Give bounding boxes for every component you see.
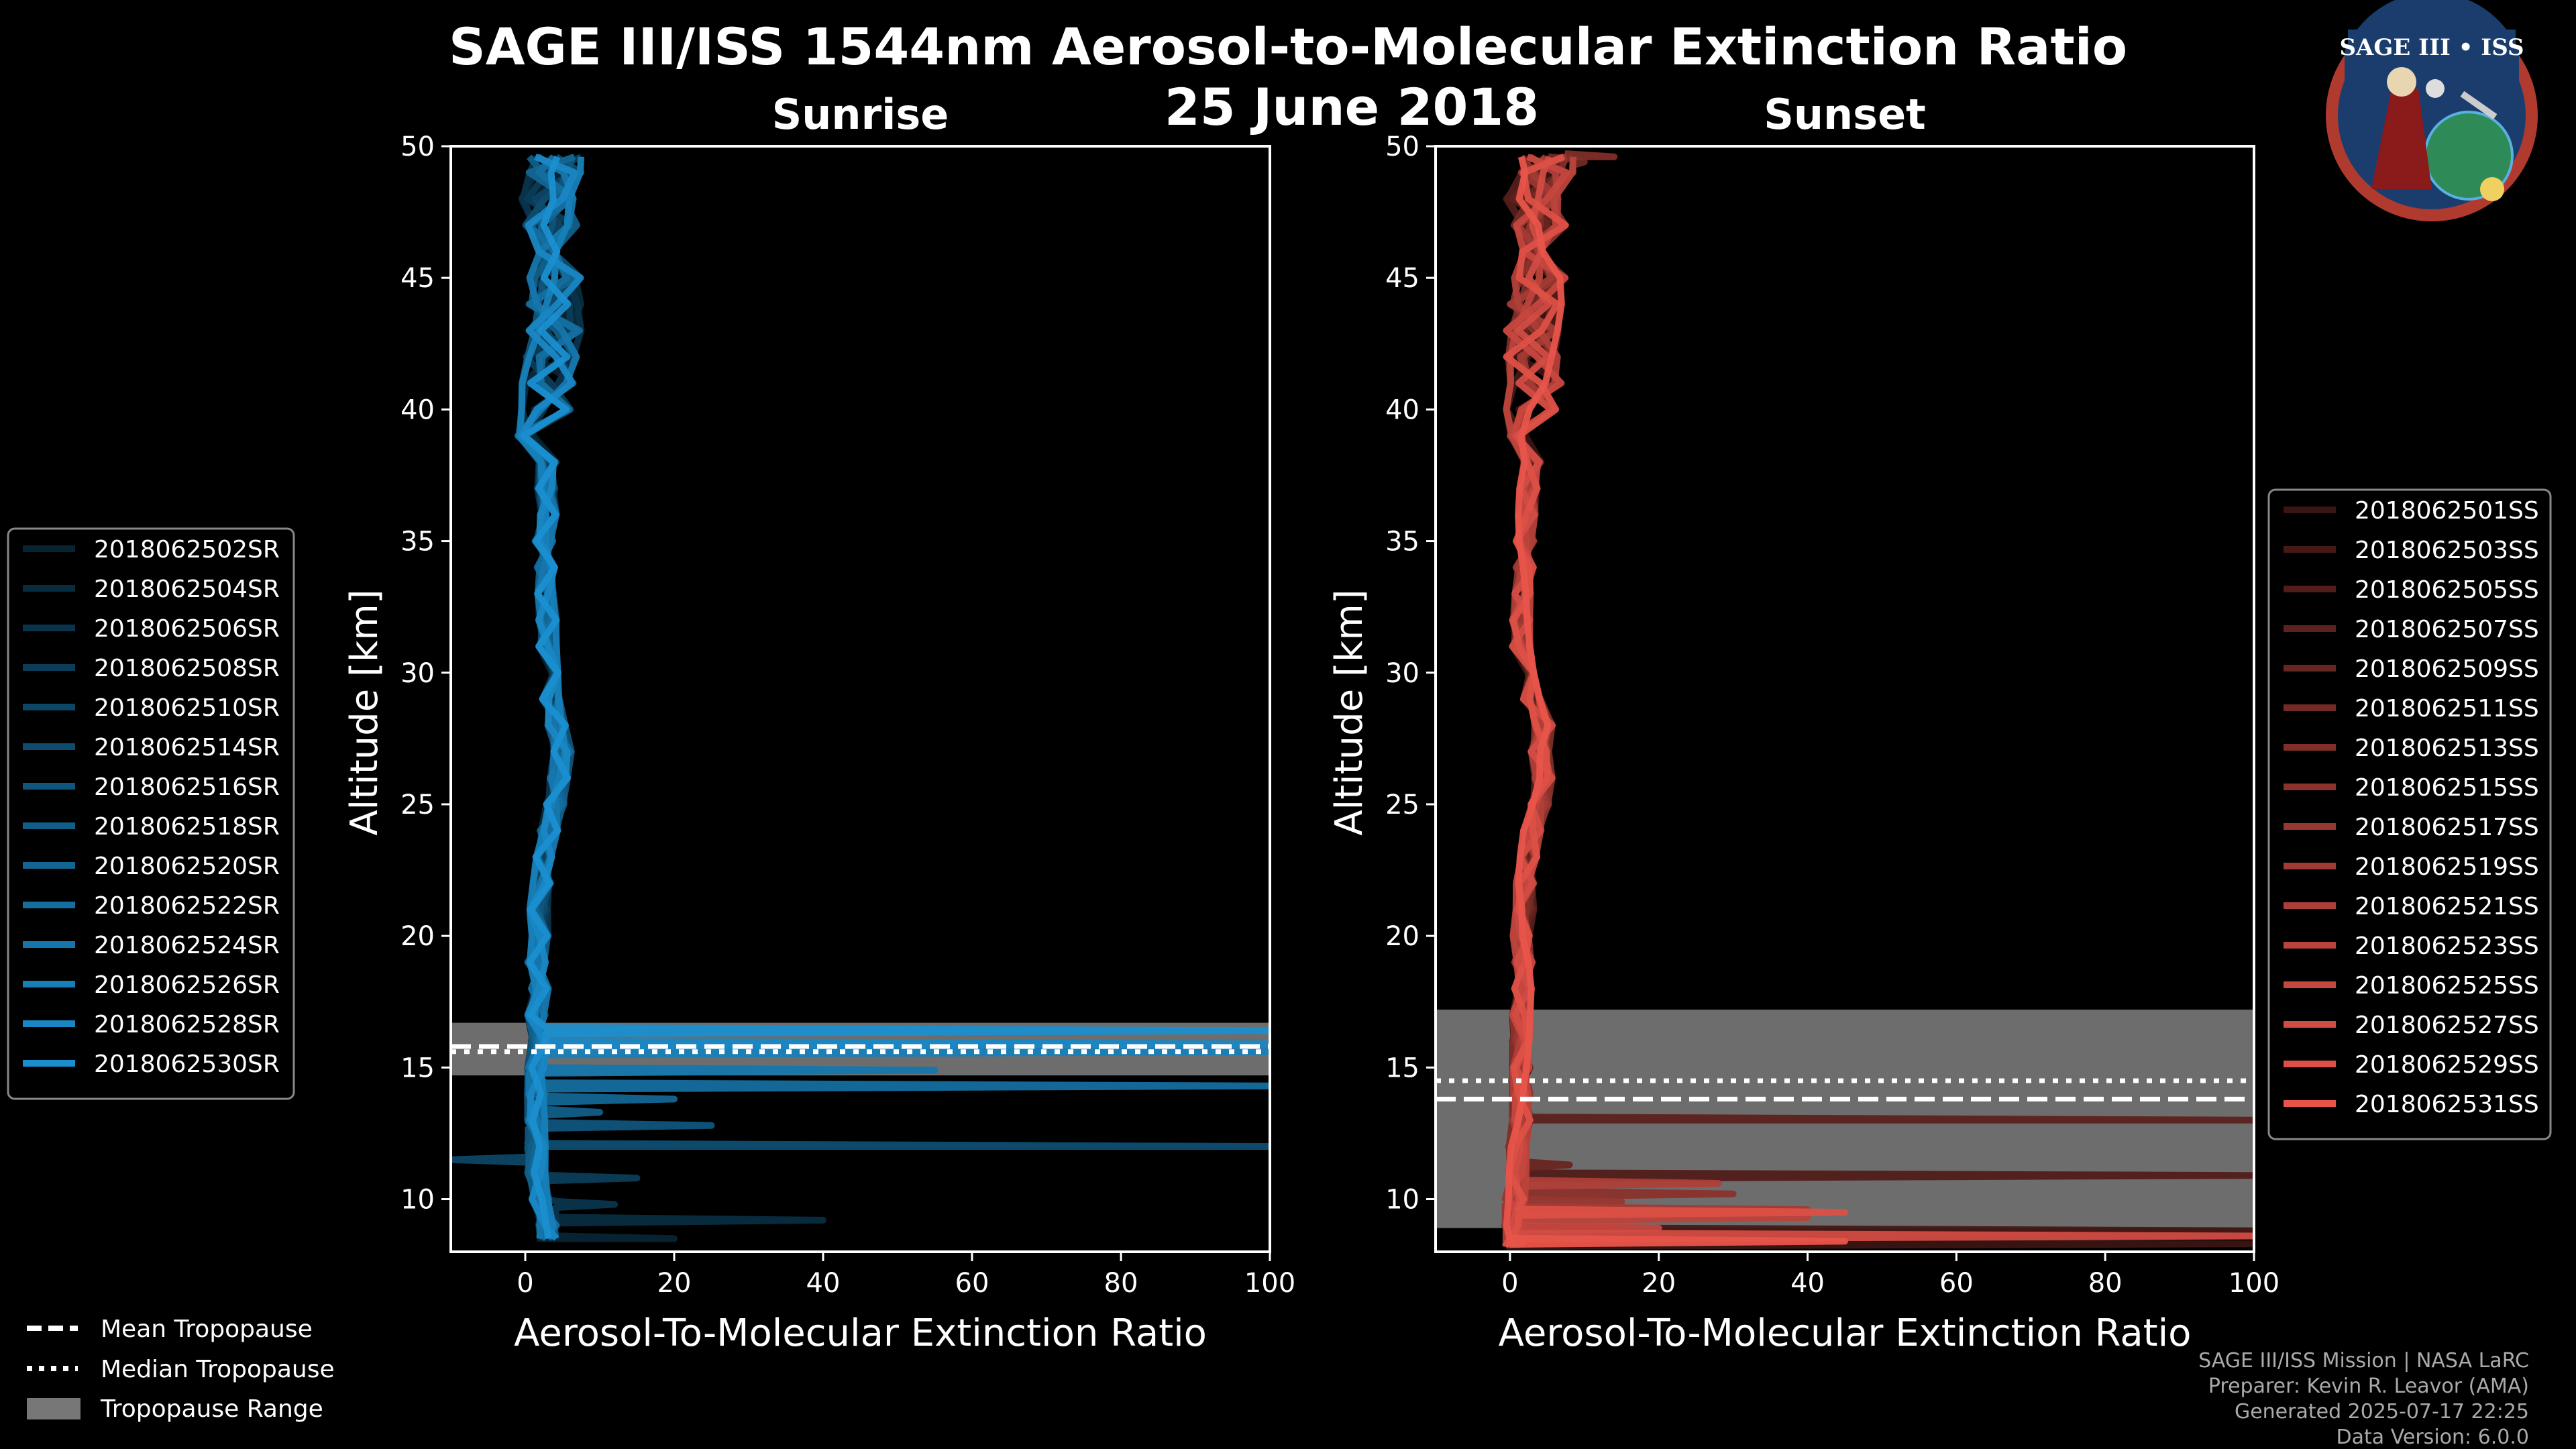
credit-line-4: Data Version: 6.0.0 bbox=[2337, 1426, 2529, 1449]
x-tick-label: 80 bbox=[1104, 1268, 1138, 1299]
legend-entry: 2018062502SR bbox=[94, 536, 280, 564]
main-title: SAGE III/ISS 1544nm Aerosol-to-Molecular… bbox=[449, 17, 2127, 76]
main-subtitle-date: 25 June 2018 bbox=[1165, 77, 1539, 137]
y-tick-label: 50 bbox=[400, 131, 435, 162]
y-tick-label: 20 bbox=[1385, 921, 1419, 952]
tropopause-range-label: Tropopause Range bbox=[100, 1395, 323, 1423]
y-tick-label: 10 bbox=[400, 1185, 435, 1216]
legend-entry: 2018062506SR bbox=[94, 615, 280, 643]
y-tick-label: 25 bbox=[1385, 790, 1419, 820]
legend-entry: 2018062528SR bbox=[94, 1011, 280, 1038]
plot-area bbox=[451, 153, 1270, 1242]
legend-entry: 2018062511SS bbox=[2355, 695, 2539, 722]
legend-entry: 2018062523SS bbox=[2355, 932, 2539, 960]
legend-entry: 2018062507SS bbox=[2355, 616, 2539, 643]
legend-entry: 2018062508SR bbox=[94, 655, 280, 682]
legend-entry: 2018062521SS bbox=[2355, 893, 2539, 920]
x-tick-label: 20 bbox=[1642, 1268, 1676, 1299]
y-tick-label: 45 bbox=[400, 263, 435, 294]
panel-title: Sunset bbox=[1764, 90, 1926, 139]
x-axis-label: Aerosol-To-Molecular Extinction Ratio bbox=[1499, 1311, 2192, 1355]
tropopause-legend: Mean Tropopause Median Tropopause Tropop… bbox=[27, 1316, 335, 1423]
panel-title: Sunrise bbox=[772, 90, 949, 139]
median-tropopause-label: Median Tropopause bbox=[101, 1356, 335, 1383]
legend-entry: 2018062522SR bbox=[94, 892, 280, 920]
y-tick-label: 30 bbox=[1385, 658, 1419, 689]
logo-title: SAGE III • ISS bbox=[2339, 34, 2524, 61]
legend-entry: 2018062504SR bbox=[94, 576, 280, 603]
sunrise-panel: 0 20 40 60 80 100 10 15 20 25 30 35 40 45 50 Aerosol-To… bbox=[343, 90, 1295, 1355]
legend-frame bbox=[2267, 488, 2552, 1140]
y-tick-label: 50 bbox=[1385, 131, 1419, 162]
mean-tropopause-label: Mean Tropopause bbox=[101, 1316, 313, 1343]
legend-entry: 2018062503SS bbox=[2355, 537, 2539, 564]
legend-entry: 2018062517SS bbox=[2355, 814, 2539, 841]
series-line-2018062530SR bbox=[521, 155, 1270, 1240]
y-tick-label: 35 bbox=[1385, 527, 1419, 557]
axes-frame bbox=[1434, 145, 2255, 1253]
legend-entry: 2018062516SR bbox=[94, 773, 280, 801]
y-tick-label: 30 bbox=[400, 658, 435, 689]
credit-line-2: Preparer: Kevin R. Leavor (AMA) bbox=[2208, 1375, 2529, 1398]
legend-entry: 2018062509SS bbox=[2355, 655, 2539, 683]
x-tick-label: 80 bbox=[2088, 1268, 2123, 1299]
series-line-2018062526SR bbox=[517, 156, 1270, 1240]
plot-area bbox=[1501, 150, 2254, 1250]
y-tick-label: 25 bbox=[400, 790, 435, 820]
x-tick-label: 40 bbox=[1790, 1268, 1825, 1299]
axes-frame bbox=[449, 145, 1271, 1253]
y-tick-label: 10 bbox=[1385, 1185, 1419, 1216]
legend-entry: 2018062530SR bbox=[94, 1051, 280, 1078]
sunset-panel: 0 20 40 60 80 100 10 15 20 25 30 35 40 45 50 Aerosol-To… bbox=[1328, 90, 2279, 1355]
legend-entry: 2018062527SS bbox=[2355, 1012, 2539, 1039]
x-tick-label: 100 bbox=[2229, 1268, 2279, 1299]
legend-entry: 2018062520SR bbox=[94, 853, 280, 880]
y-tick-label: 40 bbox=[400, 394, 435, 425]
legend-entry: 2018062513SS bbox=[2355, 735, 2539, 762]
legend-frame bbox=[7, 527, 295, 1100]
legend-entry: 2018062518SR bbox=[94, 813, 280, 841]
y-tick-label: 15 bbox=[400, 1053, 435, 1083]
series-line-2018062531SS bbox=[1503, 156, 1848, 1248]
x-tick-label: 100 bbox=[1244, 1268, 1295, 1299]
legend-entry: 2018062501SS bbox=[2355, 497, 2539, 525]
legend-entry: 2018062514SR bbox=[94, 734, 280, 761]
legend-entry: 2018062524SR bbox=[94, 932, 280, 959]
y-axis-label: Altitude [km] bbox=[343, 589, 386, 835]
y-tick-label: 45 bbox=[1385, 263, 1419, 294]
credit-line-1: SAGE III/ISS Mission | NASA LaRC bbox=[2198, 1349, 2529, 1373]
y-tick-label: 15 bbox=[1385, 1053, 1419, 1083]
sunset-legend: 2018062501SS 2018062503SS 2018062505SS 2018… bbox=[2267, 488, 2552, 1140]
legend-entry: 2018062519SS bbox=[2355, 853, 2539, 881]
x-tick-label: 60 bbox=[1939, 1268, 1974, 1299]
y-tick-label: 40 bbox=[1385, 394, 1419, 425]
x-tick-label: 20 bbox=[657, 1268, 692, 1299]
y-tick-label: 20 bbox=[400, 921, 435, 952]
sage-iii-iss-logo: SAGE III • ISS bbox=[2326, 0, 2538, 221]
legend-entry: 2018062526SR bbox=[94, 971, 280, 999]
y-tick-label: 35 bbox=[400, 527, 435, 557]
legend-entry: 2018062505SS bbox=[2355, 576, 2539, 604]
legend-entry: 2018062515SS bbox=[2355, 774, 2539, 802]
legend-entry: 2018062531SS bbox=[2355, 1091, 2539, 1118]
y-axis-label: Altitude [km] bbox=[1328, 589, 1371, 835]
sunrise-legend: 2018062502SR 2018062504SR 2018062506SR 2018… bbox=[7, 527, 295, 1100]
credits: SAGE III/ISS Mission | NASA LaRC Prepare… bbox=[2198, 1349, 2529, 1449]
x-axis-label: Aerosol-To-Molecular Extinction Ratio bbox=[514, 1311, 1207, 1355]
legend-entry: 2018062525SS bbox=[2355, 972, 2539, 1000]
x-tick-label: 40 bbox=[806, 1268, 841, 1299]
legend-entry: 2018062529SS bbox=[2355, 1051, 2539, 1079]
legend-entry: 2018062510SR bbox=[94, 694, 280, 722]
x-tick-label: 0 bbox=[1501, 1268, 1518, 1299]
x-tick-label: 60 bbox=[955, 1268, 989, 1299]
x-tick-label: 0 bbox=[517, 1268, 533, 1299]
credit-line-3: Generated 2025-07-17 22:25 bbox=[2235, 1400, 2529, 1424]
